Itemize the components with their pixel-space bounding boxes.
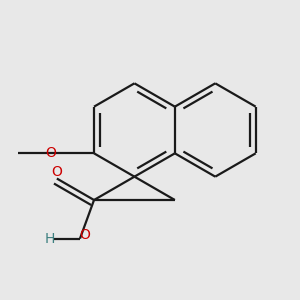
Text: O: O [79,228,90,242]
Text: O: O [51,165,62,179]
Text: H: H [45,232,55,246]
Text: O: O [46,146,56,160]
